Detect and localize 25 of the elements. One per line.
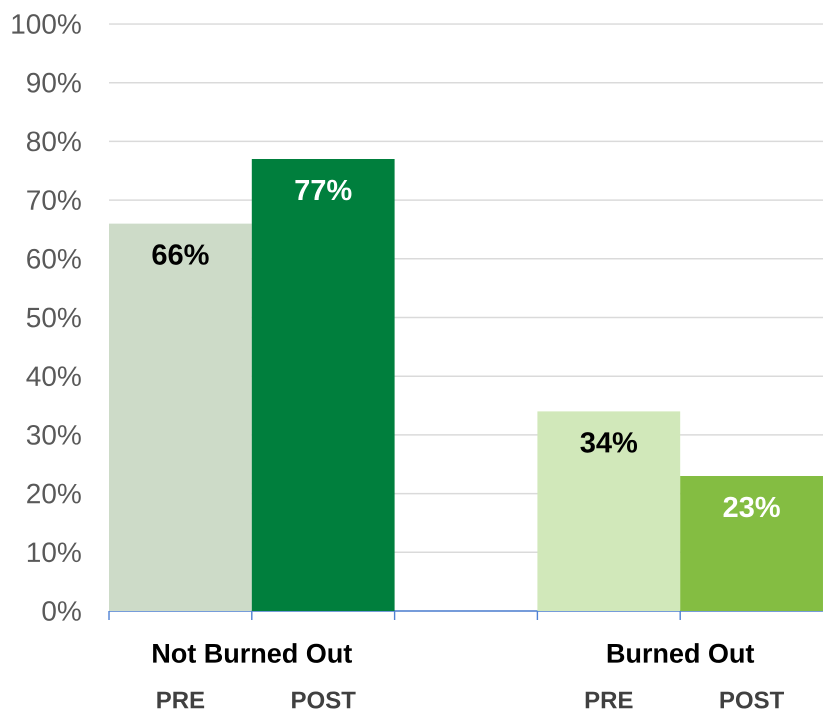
x-tick-label: POST [292,692,356,708]
bar [109,224,252,611]
y-tick-label: 20% [27,484,81,504]
y-tick-label: 30% [26,424,81,445]
x-tick-label: POST [720,692,784,708]
bar [537,411,680,611]
y-tick-label: 100% [12,14,81,34]
bar [680,476,823,611]
y-tick-label: 90% [27,72,81,93]
x-tick-label: PRE [586,692,633,708]
bar [252,159,395,611]
y-tick-label: 80% [26,131,81,152]
text: Burned Out [608,643,754,663]
data-label: 77% [295,180,352,200]
y-tick-label: 40% [26,366,81,386]
y-tick-label: 70% [27,190,81,210]
y-tick-label: 50% [26,308,81,328]
data-label: 66% [152,244,209,265]
data-label: 34% [580,432,638,453]
y-tick-label: 60% [27,248,81,269]
data-label: 23% [724,496,780,518]
x-tick-label: PRE [157,692,204,708]
y-tick-label: 10% [28,542,81,562]
text: Not Burned Out [153,643,352,663]
y-tick-label: 0% [42,601,81,621]
